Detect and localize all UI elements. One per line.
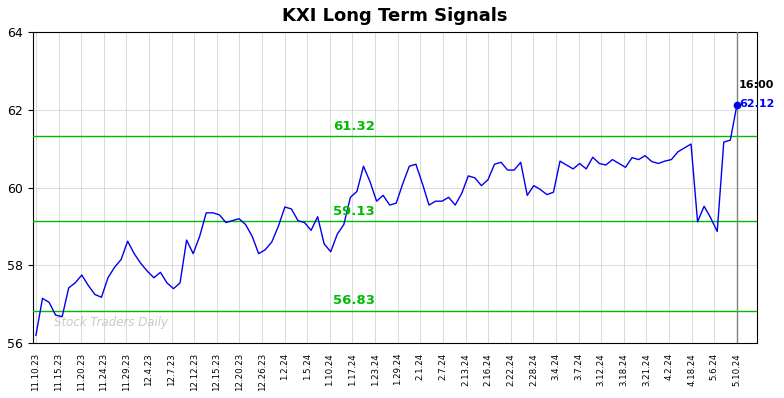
Text: 16:00: 16:00: [739, 80, 775, 90]
Text: 61.32: 61.32: [333, 120, 375, 133]
Text: 59.13: 59.13: [333, 205, 375, 218]
Text: 62.12: 62.12: [739, 99, 775, 109]
Title: KXI Long Term Signals: KXI Long Term Signals: [281, 7, 507, 25]
Text: Stock Traders Daily: Stock Traders Daily: [54, 316, 169, 329]
Text: 56.83: 56.83: [333, 294, 375, 307]
